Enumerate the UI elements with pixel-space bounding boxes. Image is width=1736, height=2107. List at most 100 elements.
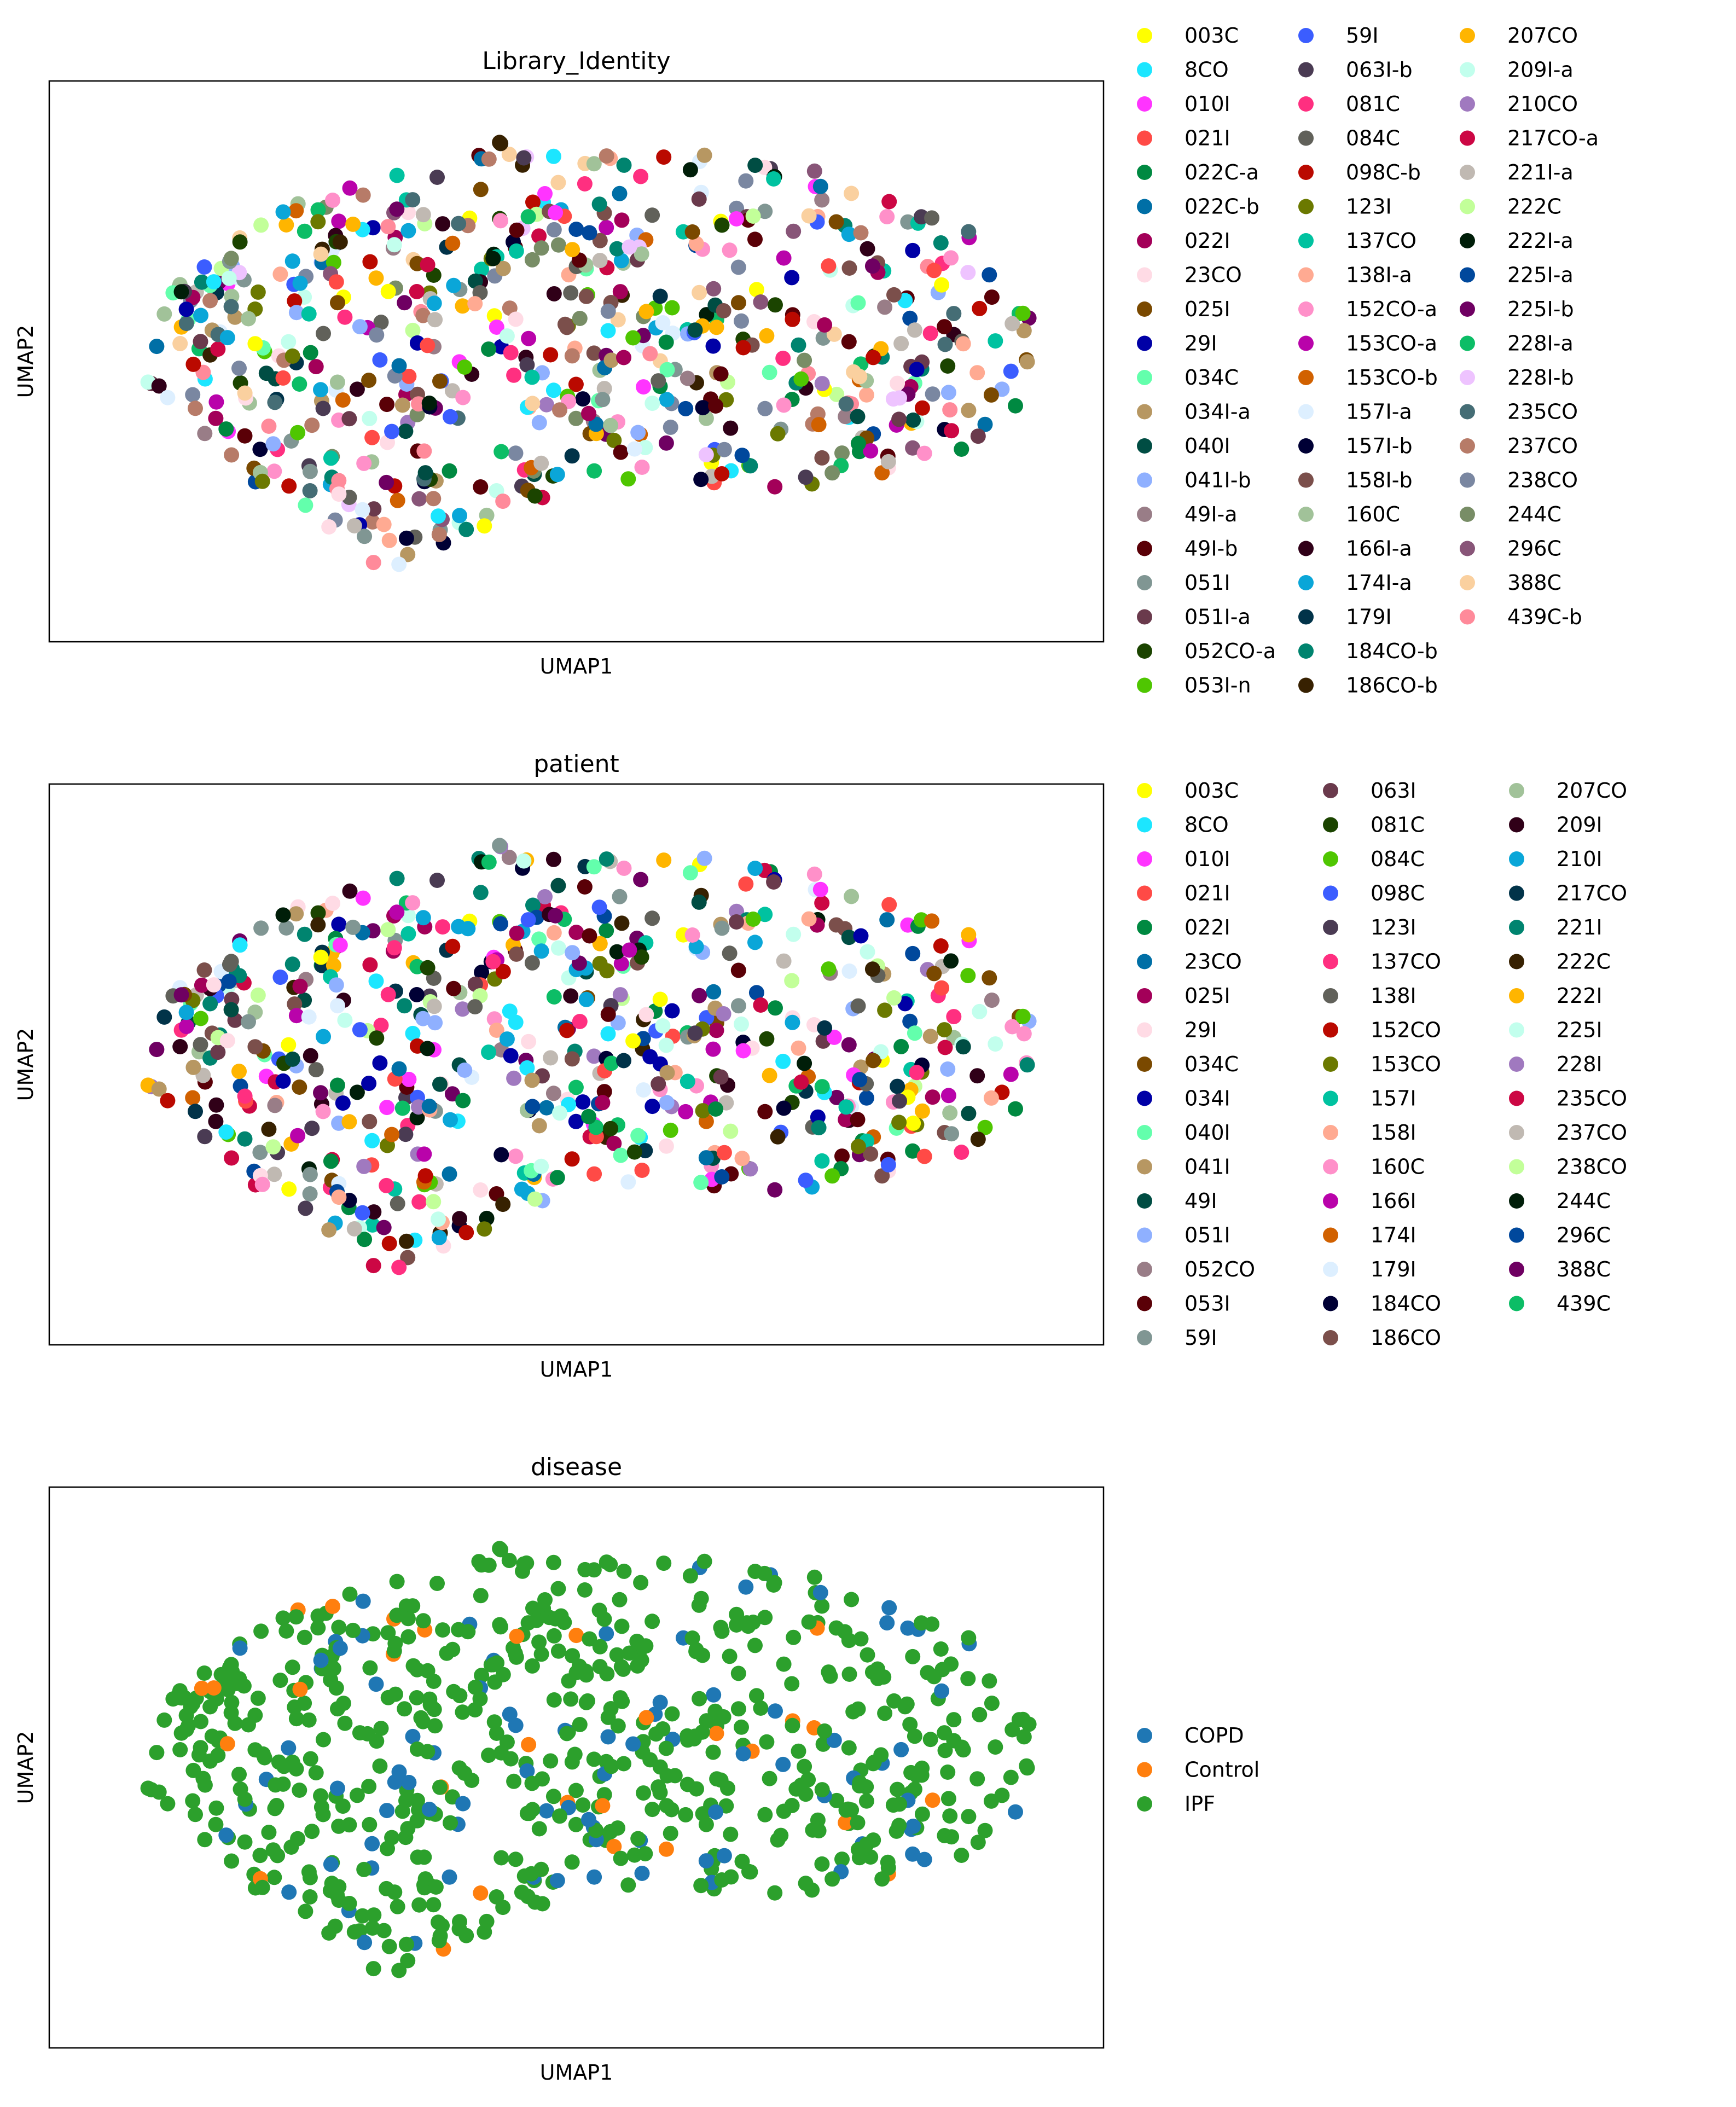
scatter-point — [838, 409, 854, 425]
scatter-point — [172, 336, 188, 351]
scatter-point — [940, 1061, 956, 1077]
legend-label: 49I — [1185, 1189, 1217, 1213]
legend-label: 209I — [1557, 813, 1603, 837]
scatter-point — [603, 352, 619, 368]
scatter-point — [716, 1006, 731, 1021]
scatter-point — [446, 980, 462, 996]
scatter-point — [924, 210, 940, 226]
scatter-point — [592, 956, 608, 972]
scatter-point — [173, 284, 189, 300]
legend-item: 228I-a — [1460, 332, 1574, 356]
scatter-point — [538, 397, 554, 413]
scatter-point — [714, 920, 730, 936]
legend-item: 063I-b — [1298, 58, 1413, 82]
scatter-point — [188, 400, 203, 416]
scatter-point — [379, 1880, 394, 1896]
scatter-point — [335, 1798, 351, 1814]
scatter-point — [616, 860, 632, 876]
scatter-point — [651, 373, 666, 389]
scatter-point — [473, 182, 489, 198]
legend-item: 174I — [1323, 1223, 1416, 1247]
legend-item: 034I-a — [1137, 400, 1251, 424]
scatter-point — [420, 960, 436, 976]
scatter-point — [609, 241, 625, 257]
scatter-point — [467, 999, 483, 1015]
scatter-point — [806, 866, 822, 882]
scatter-point — [549, 1873, 565, 1889]
scatter-point — [655, 1721, 671, 1737]
scatter-point — [905, 1143, 921, 1159]
scatter-point — [934, 980, 950, 996]
scatter-point — [210, 341, 226, 357]
scatter-point — [531, 931, 547, 947]
scatter-point — [548, 1611, 564, 1627]
scatter-point — [708, 1804, 724, 1820]
scatter-point — [545, 148, 561, 164]
scatter-point — [521, 1737, 537, 1752]
scatter-point — [793, 1777, 809, 1793]
scatter-point — [219, 1033, 235, 1049]
scatter-point — [776, 397, 792, 413]
scatter-point — [415, 910, 431, 926]
legend-marker — [1298, 199, 1314, 214]
scatter-point — [762, 1771, 777, 1786]
scatter-point — [907, 322, 922, 338]
scatter-point — [642, 1752, 658, 1768]
scatter-point — [435, 1622, 451, 1638]
scatter-point — [817, 1020, 833, 1036]
legend-marker — [1137, 404, 1152, 420]
scatter-point — [577, 176, 593, 191]
scatter-point — [742, 1864, 758, 1880]
scatter-point — [688, 1642, 704, 1658]
scatter-point — [417, 1871, 433, 1887]
scatter-point — [495, 494, 511, 509]
scatter-point — [757, 400, 773, 416]
scatter-point — [757, 907, 773, 922]
scatter-point — [452, 1211, 467, 1227]
scatter-point — [492, 135, 508, 150]
scatter-point — [801, 911, 817, 927]
scatter-point — [379, 397, 395, 413]
scatter-point — [345, 1622, 361, 1638]
legend-item: 051I — [1137, 1223, 1230, 1247]
scatter-point — [266, 1166, 282, 1182]
legend-item: 23CO — [1137, 950, 1242, 974]
scatter-point — [405, 192, 421, 208]
scatter-point — [841, 227, 857, 242]
legend-label: IPF — [1185, 1792, 1215, 1816]
legend-label: 179I — [1346, 605, 1392, 629]
scatter-point — [206, 274, 222, 290]
scatter-point — [231, 1064, 247, 1079]
scatter-point — [545, 382, 561, 398]
scatter-point — [768, 297, 783, 313]
legend-label: 003C — [1185, 24, 1239, 48]
scatter-point — [568, 1113, 584, 1129]
scatter-point — [250, 1690, 266, 1706]
scatter-point — [288, 906, 304, 922]
scatter-point — [866, 350, 881, 365]
scatter-point — [757, 1104, 773, 1119]
scatter-point — [909, 1065, 925, 1081]
scatter-point — [926, 966, 942, 982]
scatter-point — [458, 1928, 474, 1943]
scatter-point — [197, 426, 213, 442]
scatter-point — [323, 1153, 339, 1169]
scatter-point — [342, 1586, 358, 1602]
legend-label: 225I-a — [1507, 263, 1574, 287]
legend-item: 238CO — [1509, 1155, 1627, 1179]
scatter-point — [916, 1851, 932, 1867]
scatter-point — [316, 1029, 331, 1044]
legend-marker — [1460, 609, 1475, 625]
scatter-point — [384, 1127, 400, 1142]
y-axis-label: UMAP2 — [14, 325, 38, 398]
legend-item: 153CO — [1323, 1052, 1441, 1076]
scatter-point — [612, 185, 628, 201]
scatter-point — [391, 1259, 407, 1275]
scatter-point — [501, 1553, 517, 1569]
scatter-point — [409, 284, 425, 299]
scatter-point — [409, 987, 425, 1002]
scatter-point — [237, 428, 253, 444]
legend-marker — [1323, 851, 1338, 867]
legend-label: 49I-b — [1185, 537, 1238, 561]
scatter-point — [684, 927, 700, 943]
